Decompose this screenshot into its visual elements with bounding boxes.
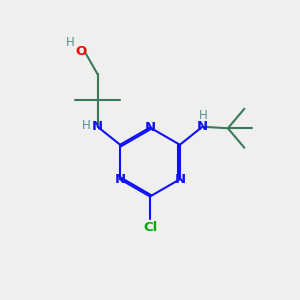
Text: H: H (199, 109, 208, 122)
Text: N: N (144, 121, 156, 134)
Text: N: N (92, 120, 103, 133)
Text: Cl: Cl (143, 221, 157, 234)
Text: N: N (115, 173, 126, 186)
Text: N: N (197, 120, 208, 133)
Text: N: N (174, 173, 185, 186)
Text: H: H (82, 119, 91, 132)
Text: O: O (76, 45, 87, 58)
Text: H: H (66, 36, 74, 49)
